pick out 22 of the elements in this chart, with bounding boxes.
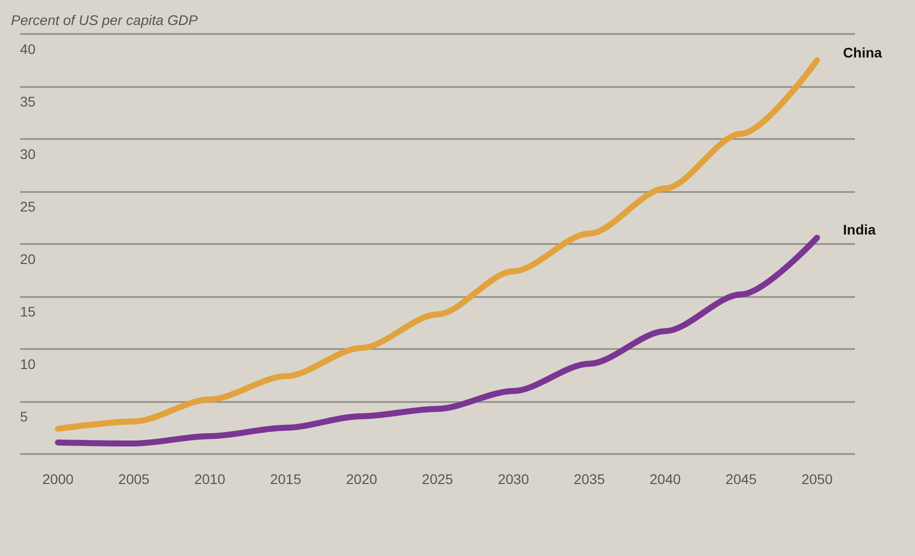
y-tick-label: 15 <box>20 304 36 320</box>
x-tick-label: 2030 <box>498 471 530 487</box>
series-label: China <box>843 44 882 60</box>
series-label: India <box>843 222 876 238</box>
x-tick-label: 2000 <box>42 471 74 487</box>
y-tick-label: 30 <box>20 146 36 162</box>
x-tick-label: 2050 <box>801 471 833 487</box>
x-tick-label: 2045 <box>726 471 757 487</box>
x-tick-label: 2015 <box>270 471 302 487</box>
y-axis-title: Percent of US per capita GDP <box>11 12 198 28</box>
x-tick-label: 2010 <box>194 471 226 487</box>
x-tick-label: 2020 <box>346 471 378 487</box>
y-tick-label: 10 <box>20 356 36 372</box>
x-tick-label: 2035 <box>574 471 606 487</box>
y-tick-label: 35 <box>20 94 36 110</box>
y-tick-label: 5 <box>20 408 28 424</box>
x-tick-label: 2025 <box>422 471 454 487</box>
y-tick-label: 40 <box>20 41 36 57</box>
y-tick-label: 20 <box>20 251 36 267</box>
x-tick-label: 2040 <box>650 471 682 487</box>
y-tick-label: 25 <box>20 198 36 214</box>
x-tick-label: 2005 <box>118 471 150 487</box>
